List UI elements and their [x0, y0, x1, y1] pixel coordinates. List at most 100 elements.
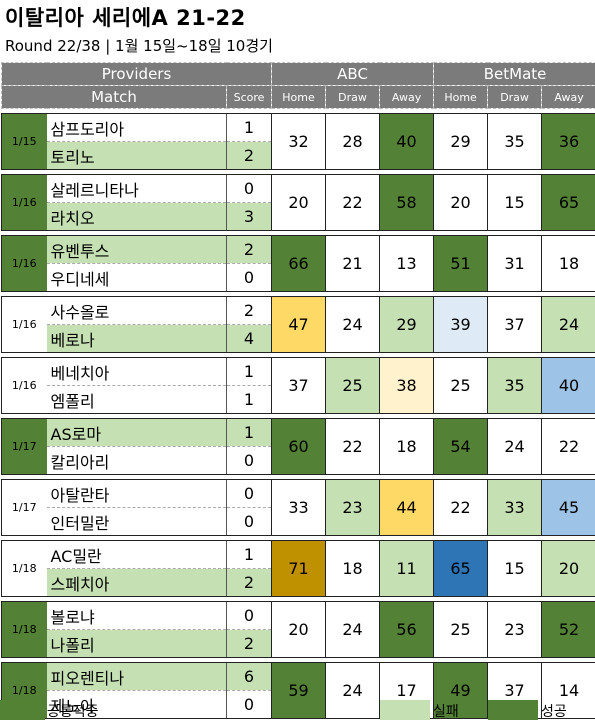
match-row-away: 라치오 3: [2, 202, 595, 231]
betmate-draw-percent: 24: [487, 418, 543, 475]
abc-home-percent: 71: [271, 540, 327, 597]
betmate-away-percent: 40: [541, 357, 595, 414]
betmate-home-percent: 25: [433, 601, 489, 658]
betmate-away-percent: 52: [541, 601, 595, 658]
match-row-away: 스페치아 2: [2, 568, 595, 597]
match-row-away: 토리노 2: [2, 141, 595, 170]
match-date: 1/16: [1, 296, 47, 353]
legend-common-swatch: [0, 700, 45, 720]
providers-header: Providers: [0, 62, 273, 86]
match-row-home: 1/16 유벤투스 2 66 21 13 51 31 18: [1, 235, 595, 292]
away-score: 0: [225, 263, 273, 292]
betmate-draw-percent: 37: [487, 296, 543, 353]
abc-away-percent: 29: [379, 296, 435, 353]
match-row-home: 1/16 베네치아 1 37 25 38 25 35 40: [1, 357, 595, 414]
match-row-away: 칼리아리 0: [2, 446, 595, 475]
home-team: 베네치아: [46, 357, 227, 386]
home-score: 1: [225, 540, 273, 569]
away-team: 토리노: [46, 141, 227, 170]
abc-away-percent: 11: [379, 540, 435, 597]
betmate-home-percent: 51: [433, 235, 489, 292]
betmate-away-percent: 20: [541, 540, 595, 597]
row-spacer: [1, 230, 595, 236]
away-score: 2: [225, 141, 273, 170]
match-date: 1/17: [1, 418, 47, 475]
abc-away-percent: 44: [379, 479, 435, 536]
abc-home-percent: 32: [271, 113, 327, 170]
match-row-home: 1/17 AS로마 1 60 22 18 54 24 22: [1, 418, 595, 475]
home-score: 1: [225, 418, 273, 447]
abc-home-percent: 47: [271, 296, 327, 353]
match-header: Match: [1, 85, 227, 109]
away-score: 0: [225, 507, 273, 536]
match-date: 1/18: [1, 540, 47, 597]
betmate-draw-header: Draw: [487, 85, 543, 109]
abc-away-percent: 13: [379, 235, 435, 292]
home-score: 2: [225, 235, 273, 264]
row-spacer: [1, 596, 595, 602]
match-date: 1/18: [1, 601, 47, 658]
away-score: 1: [225, 385, 273, 414]
legend-success-swatch: [488, 700, 538, 720]
away-score: 0: [225, 690, 273, 719]
abc-home-percent: 60: [271, 418, 327, 475]
abc-away-percent: 40: [379, 113, 435, 170]
match-row-away: 베로나 4: [2, 324, 595, 353]
abc-draw-percent: 24: [325, 296, 381, 353]
away-team: 제노아: [46, 690, 227, 719]
betmate-draw-percent: 35: [487, 113, 543, 170]
betmate-away-percent: 36: [541, 113, 595, 170]
home-score: 0: [225, 601, 273, 630]
home-team: 사수올로: [46, 296, 227, 325]
betmate-away-percent: 14: [541, 662, 595, 719]
abc-draw-percent: 28: [325, 113, 381, 170]
betmate-home-percent: 29: [433, 113, 489, 170]
betmate-header: BetMate: [433, 62, 595, 86]
abc-draw-percent: 22: [325, 418, 381, 475]
betmate-home-percent: 20: [433, 174, 489, 231]
abc-draw-percent: 18: [325, 540, 381, 597]
legend: 공통적중 실패 성공: [0, 698, 595, 723]
abc-draw-percent: 24: [325, 601, 381, 658]
away-team: 스페치아: [46, 568, 227, 597]
abc-draw-percent: 23: [325, 479, 381, 536]
home-team: 아탈란타: [46, 479, 227, 508]
match-row-home: 1/18 피오렌티나 6 59 24 17 49 37 14: [1, 662, 595, 719]
match-row-home: 1/15 삼프도리아 1 32 28 40 29 35 36: [1, 113, 595, 170]
abc-draw-header: Draw: [325, 85, 381, 109]
away-team: 칼리아리: [46, 446, 227, 475]
betmate-away-percent: 18: [541, 235, 595, 292]
betmate-home-percent: 65: [433, 540, 489, 597]
page-title: 이탈리아 세리에A 21-22: [5, 6, 246, 30]
betmate-home-percent: 54: [433, 418, 489, 475]
match-date: 1/17: [1, 479, 47, 536]
match-row-away: 나폴리 2: [2, 629, 595, 658]
abc-draw-percent: 22: [325, 174, 381, 231]
betmate-draw-percent: 31: [487, 235, 543, 292]
abc-away-percent: 56: [379, 601, 435, 658]
away-score: 2: [225, 568, 273, 597]
abc-draw-percent: 21: [325, 235, 381, 292]
away-score: 2: [225, 629, 273, 658]
abc-home-percent: 20: [271, 601, 327, 658]
abc-home-header: Home: [271, 85, 327, 109]
home-team: 삼프도리아: [46, 113, 227, 142]
home-score: 1: [225, 357, 273, 386]
abc-away-header: Away: [379, 85, 435, 109]
home-team: 살레르니타나: [46, 174, 227, 203]
abc-away-percent: 58: [379, 174, 435, 231]
legend-fail-swatch: [380, 700, 430, 720]
score-header: Score: [225, 85, 273, 109]
away-score: 4: [225, 324, 273, 353]
match-row-home: 1/16 살레르니타나 0 20 22 58 20 15 65: [1, 174, 595, 231]
betmate-home-header: Home: [433, 85, 489, 109]
abc-header: ABC: [271, 62, 435, 86]
home-score: 2: [225, 296, 273, 325]
legend-success-label: 성공: [541, 704, 567, 720]
match-row-away: 제노아 0: [2, 690, 595, 719]
match-row-home: 1/18 볼로냐 0 20 24 56 25 23 52: [1, 601, 595, 658]
away-team: 우디네세: [46, 263, 227, 292]
match-row-home: 1/17 아탈란타 0 33 23 44 22 33 45: [1, 479, 595, 536]
betmate-home-percent: 22: [433, 479, 489, 536]
abc-away-percent: 18: [379, 418, 435, 475]
